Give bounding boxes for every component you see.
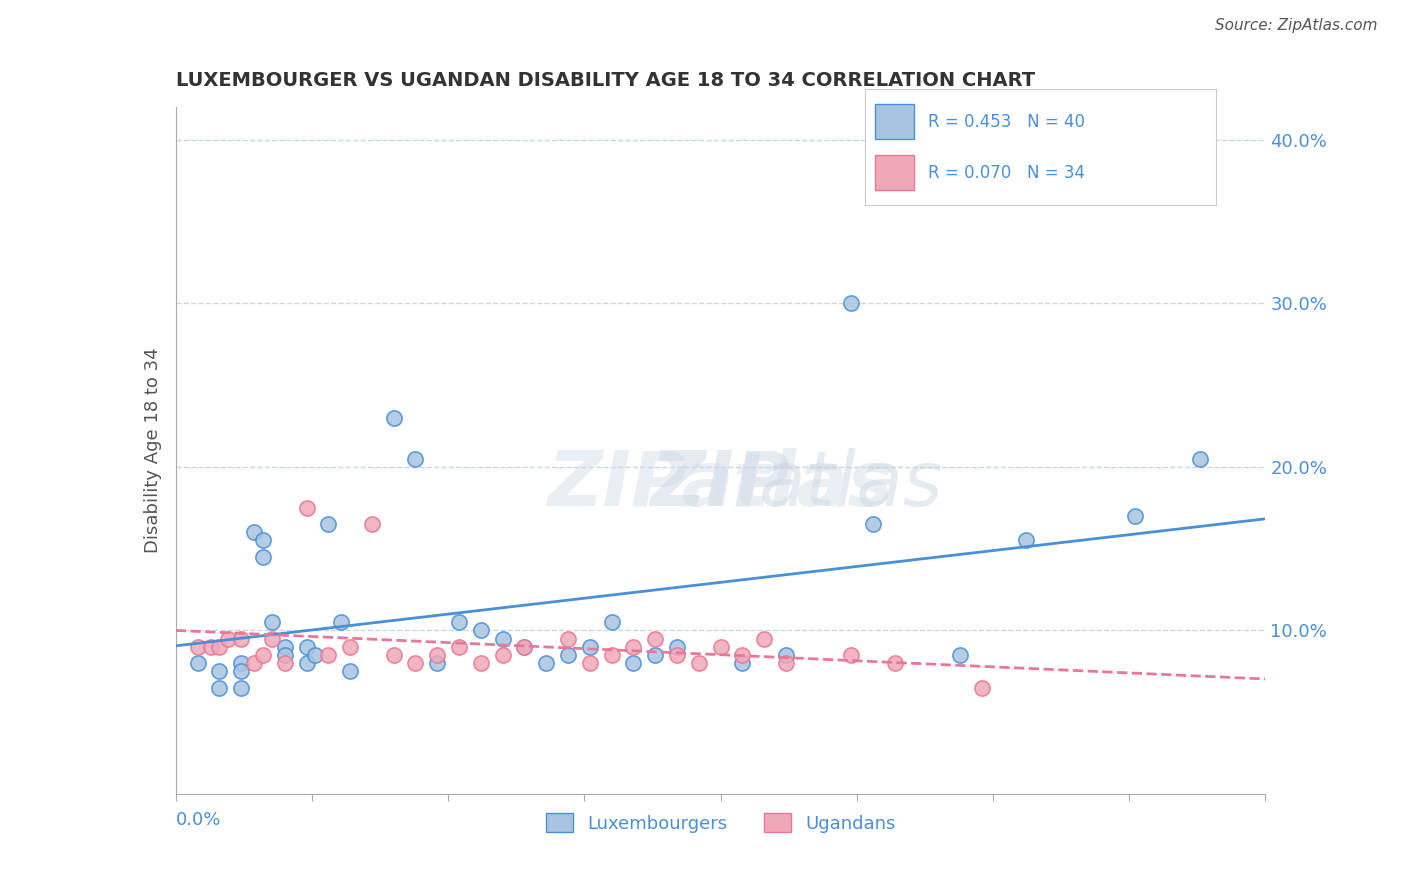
FancyBboxPatch shape	[875, 155, 914, 190]
Text: 0.0%: 0.0%	[176, 811, 221, 829]
Point	[200, 640, 222, 654]
Point	[621, 640, 644, 654]
Text: LUXEMBOURGER VS UGANDAN DISABILITY AGE 18 TO 34 CORRELATION CHART: LUXEMBOURGER VS UGANDAN DISABILITY AGE 1…	[176, 71, 1035, 90]
Point	[513, 640, 536, 654]
Text: atlas: atlas	[759, 448, 943, 522]
Point	[731, 648, 754, 662]
Point	[186, 640, 209, 654]
Point	[492, 632, 515, 646]
Point	[426, 648, 449, 662]
Point	[534, 656, 557, 670]
Point	[382, 648, 405, 662]
Point	[304, 648, 326, 662]
Point	[339, 640, 361, 654]
Legend: Luxembourgers, Ugandans: Luxembourgers, Ugandans	[538, 806, 903, 839]
Point	[260, 632, 283, 646]
Point	[339, 664, 361, 679]
Point	[447, 615, 470, 630]
Point	[318, 516, 340, 531]
Point	[862, 516, 884, 531]
Point	[252, 533, 274, 548]
Point	[382, 410, 405, 425]
Point	[1189, 451, 1212, 466]
Text: Source: ZipAtlas.com: Source: ZipAtlas.com	[1215, 18, 1378, 33]
Point	[274, 640, 297, 654]
Point	[252, 648, 274, 662]
Point	[330, 615, 353, 630]
Point	[318, 648, 340, 662]
Point	[688, 656, 710, 670]
Point	[217, 632, 239, 646]
Point	[884, 656, 907, 670]
Point	[1015, 533, 1038, 548]
Point	[260, 615, 283, 630]
Text: ZIPatlas: ZIPatlas	[547, 448, 894, 522]
Point	[405, 656, 427, 670]
Point	[841, 648, 863, 662]
Point	[710, 640, 733, 654]
Point	[470, 624, 492, 638]
Point	[600, 615, 623, 630]
Point	[949, 648, 972, 662]
Point	[621, 656, 644, 670]
Point	[970, 681, 993, 695]
Point	[295, 500, 318, 515]
Point	[600, 648, 623, 662]
Point	[841, 296, 863, 310]
Point	[775, 648, 797, 662]
Point	[731, 656, 754, 670]
Point	[295, 656, 318, 670]
Point	[405, 451, 427, 466]
Point	[492, 648, 515, 662]
Point	[243, 525, 266, 540]
Point	[243, 656, 266, 670]
Point	[754, 632, 776, 646]
Point	[231, 664, 253, 679]
Point	[775, 656, 797, 670]
Text: ZIP: ZIP	[651, 448, 790, 522]
Point	[231, 681, 253, 695]
Point	[186, 656, 209, 670]
Text: R = 0.070   N = 34: R = 0.070 N = 34	[928, 164, 1085, 182]
Point	[557, 632, 579, 646]
Point	[470, 656, 492, 670]
Point	[513, 640, 536, 654]
Point	[644, 648, 666, 662]
Point	[644, 632, 666, 646]
Point	[252, 549, 274, 564]
Point	[579, 640, 602, 654]
Point	[447, 640, 470, 654]
Point	[295, 640, 318, 654]
Point	[208, 640, 231, 654]
Point	[274, 656, 297, 670]
Point	[557, 648, 579, 662]
Point	[579, 656, 602, 670]
FancyBboxPatch shape	[875, 104, 914, 139]
Point	[231, 656, 253, 670]
Point	[1123, 508, 1146, 523]
Point	[208, 664, 231, 679]
Point	[274, 648, 297, 662]
Point	[666, 640, 689, 654]
Point	[426, 656, 449, 670]
Text: R = 0.453   N = 40: R = 0.453 N = 40	[928, 112, 1085, 130]
Point	[208, 681, 231, 695]
Y-axis label: Disability Age 18 to 34: Disability Age 18 to 34	[143, 348, 162, 553]
Point	[666, 648, 689, 662]
Point	[231, 632, 253, 646]
Point	[360, 516, 382, 531]
